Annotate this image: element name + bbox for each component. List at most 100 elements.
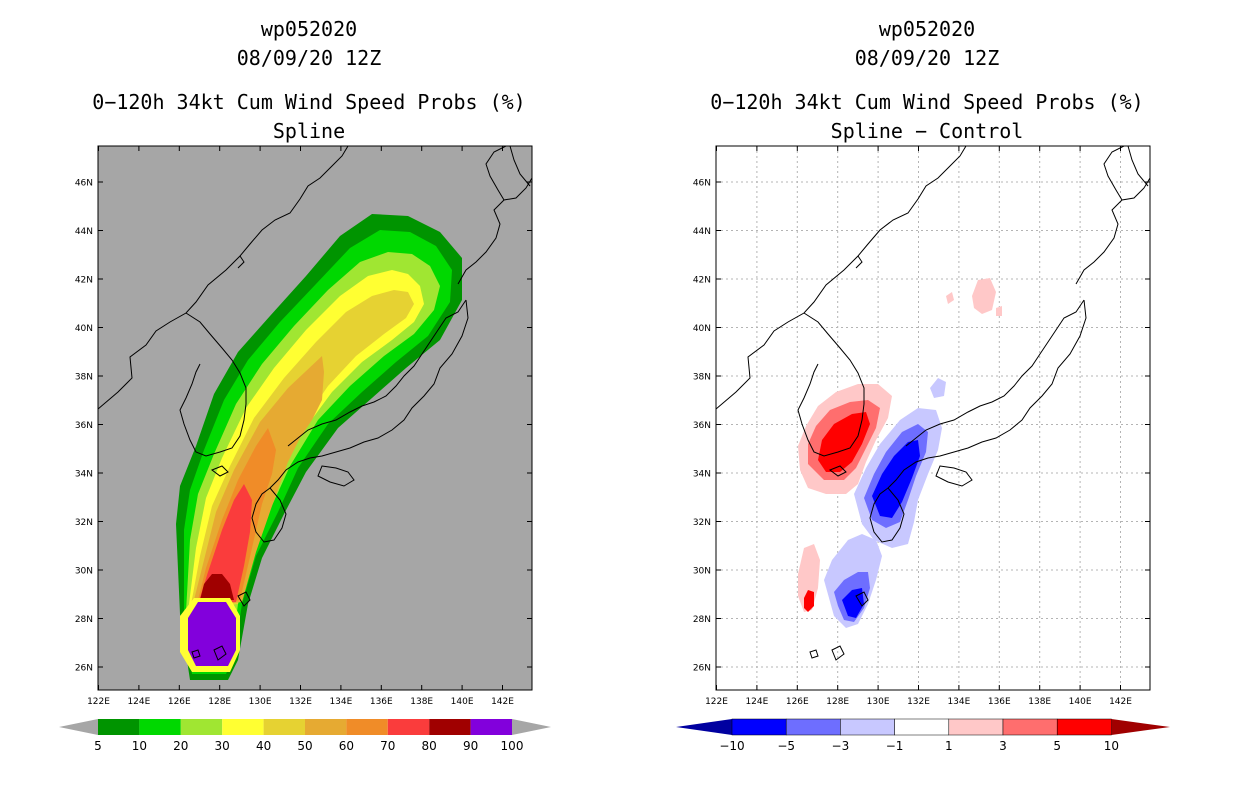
right-product-title: 0−120h 34kt Cum Wind Speed Probs (%)	[710, 90, 1144, 114]
right-lat-label: 46N	[693, 179, 711, 189]
right-colorbar-box	[785, 718, 841, 736]
left-lon-label: 128E	[208, 697, 231, 707]
diff-positive-5	[818, 412, 870, 472]
left-colorbar-box	[470, 719, 512, 735]
left-colorbar: 5 10 20 30 40 50 60 70 80 90 100	[59, 719, 551, 753]
right-lon-label: 124E	[745, 697, 768, 707]
right-lon-label: 132E	[907, 697, 930, 707]
left-colorbar-label: 5	[94, 739, 102, 753]
left-lon-label: 138E	[410, 697, 433, 707]
right-map: 46N 44N 42N 40N 38N 36N 34N 32N 30N 28N 26N 122E 124…	[693, 145, 1151, 707]
left-lat-label: 32N	[75, 518, 93, 528]
right-gridlines	[716, 146, 1150, 690]
right-lat-label: 30N	[693, 567, 711, 577]
right-lat-label: 26N	[693, 664, 711, 674]
right-axis-ticks: 46N 44N 42N 40N 38N 36N 34N 32N 30N 28N 26N 122E 124…	[693, 146, 1150, 707]
left-lat-label: 30N	[75, 567, 93, 577]
left-colorbar-box	[98, 719, 140, 735]
left-colorbar-box	[305, 719, 347, 735]
right-colorbar-label: −1	[886, 739, 904, 753]
right-map-frame	[715, 145, 1151, 691]
diff-positive-1-dot2	[996, 306, 1002, 316]
left-lat-label: 44N	[75, 227, 93, 237]
left-probability-plume	[98, 146, 532, 680]
left-colorbar-label: 80	[422, 739, 437, 753]
left-colorbar-box	[263, 719, 305, 735]
diff-negative-1-small	[930, 378, 946, 398]
left-subtitle: Spline	[272, 119, 346, 143]
left-colorbar-box	[429, 719, 471, 735]
plume-band-70	[198, 484, 252, 604]
right-lat-label: 34N	[693, 470, 711, 480]
left-colorbar-labels: 5 10 20 30 40 50 60 70 80 90 100	[94, 739, 523, 753]
right-lon-label: 138E	[1028, 697, 1051, 707]
right-subtitle: Spline − Control	[830, 119, 1024, 143]
right-lat-label: 38N	[693, 373, 711, 383]
left-lat-label: 28N	[75, 615, 93, 625]
left-colorbar-label: 30	[215, 739, 230, 753]
diff-positive-1-west	[798, 544, 820, 612]
right-datetime: 08/09/20 12Z	[854, 46, 1000, 70]
right-colorbar-box	[948, 718, 1004, 736]
left-product-title: 0−120h 34kt Cum Wind Speed Probs (%)	[92, 90, 526, 114]
left-colorbar-label: 100	[501, 739, 524, 753]
right-difference-field	[716, 146, 1150, 661]
left-colorbar-over-arrow	[512, 719, 551, 735]
left-colorbar-boxes	[98, 719, 512, 735]
left-colorbar-label: 20	[173, 739, 188, 753]
left-lon-label: 122E	[87, 697, 110, 707]
left-lon-label: 142E	[491, 697, 514, 707]
right-colorbar-box	[894, 718, 950, 736]
right-lat-label: 44N	[693, 227, 711, 237]
left-axis-ticks: 46N 44N 42N 40N 38N 36N 34N 32N 30N 28N 26N 122E 124…	[75, 146, 532, 707]
left-colorbar-label: 40	[256, 739, 271, 753]
right-lon-label: 142E	[1109, 697, 1132, 707]
diff-negative-5-south	[842, 588, 864, 618]
plume-band-100	[188, 602, 236, 666]
right-colorbar-label: −3	[832, 739, 850, 753]
right-colorbar-label: 5	[1053, 739, 1061, 753]
right-lon-label: 140E	[1069, 697, 1092, 707]
left-lon-label: 132E	[289, 697, 312, 707]
right-colorbar-labels: −10 −5 −3 −1 1 3 5 10	[719, 739, 1119, 753]
left-colorbar-label: 50	[297, 739, 312, 753]
right-colorbar-over-arrow	[1111, 719, 1170, 735]
left-colorbar-box	[346, 719, 388, 735]
left-lat-label: 42N	[75, 276, 93, 286]
left-lat-label: 36N	[75, 421, 93, 431]
right-colorbar-label: −10	[719, 739, 744, 753]
right-lat-label: 40N	[693, 324, 711, 334]
right-lat-label: 36N	[693, 421, 711, 431]
left-lat-label: 26N	[75, 664, 93, 674]
left-storm-id: wp052020	[260, 17, 358, 41]
right-colorbar-box	[1002, 718, 1058, 736]
right-colorbar: −10 −5 −3 −1 1 3 5 10	[676, 718, 1170, 753]
diff-negative-5	[872, 440, 920, 518]
right-colorbar-under-arrow	[676, 719, 732, 735]
left-colorbar-label: 60	[339, 739, 354, 753]
left-colorbar-box	[139, 719, 181, 735]
right-lon-label: 130E	[867, 697, 890, 707]
left-map: 46N 44N 42N 40N 38N 36N 34N 32N 30N 28N 26N 122E 124…	[75, 145, 533, 707]
left-lon-label: 140E	[451, 697, 474, 707]
diff-positive-1-dot	[946, 292, 954, 304]
left-colorbar-box	[222, 719, 264, 735]
right-storm-id: wp052020	[878, 17, 976, 41]
left-lat-label: 34N	[75, 470, 93, 480]
right-lon-label: 136E	[988, 697, 1011, 707]
diff-positive-5-west	[804, 590, 814, 612]
left-lat-label: 40N	[75, 324, 93, 334]
left-lon-label: 134E	[329, 697, 352, 707]
left-lon-label: 126E	[168, 697, 191, 707]
right-lat-label: 42N	[693, 276, 711, 286]
right-lat-label: 28N	[693, 615, 711, 625]
right-lat-label: 32N	[693, 518, 711, 528]
plume-band-80	[200, 574, 234, 600]
right-colorbar-label: 3	[999, 739, 1007, 753]
left-colorbar-label: 70	[380, 739, 395, 753]
left-lon-label: 136E	[370, 697, 393, 707]
left-colorbar-label: 90	[463, 739, 478, 753]
right-colorbar-label: −5	[777, 739, 795, 753]
left-title-block: wp052020 08/09/20 12Z 0−120h 34kt Cum Wi…	[29, 15, 589, 146]
